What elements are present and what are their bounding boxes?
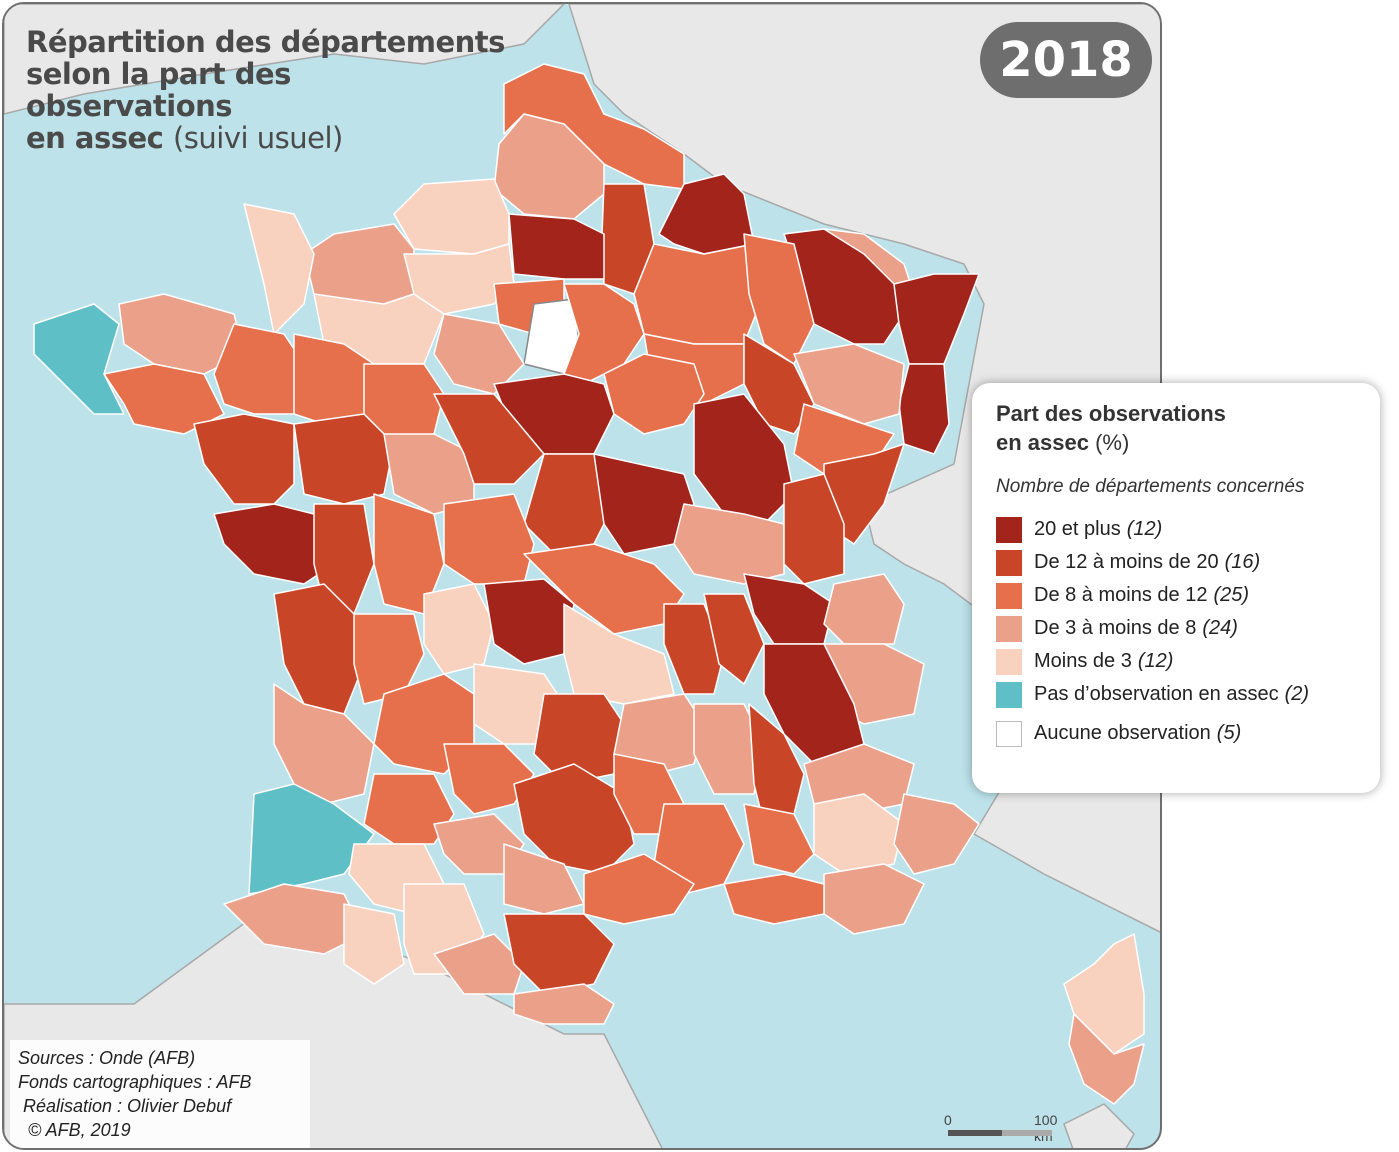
map-frame: Répartition des départements selon la pa…	[2, 2, 1162, 1150]
legend-count: (16)	[1224, 551, 1261, 573]
dept-manche	[243, 203, 315, 335]
legend-label: 20 et plus	[1034, 518, 1121, 540]
dept-loire-atlantique	[193, 413, 295, 505]
dept-haute-marne	[743, 333, 815, 435]
dept-rhone	[703, 593, 765, 685]
dept-creuse	[483, 578, 575, 665]
title-line-1: Répartition des départements	[26, 25, 505, 59]
dept-bouches-rhone	[723, 873, 825, 925]
legend-swatch	[996, 549, 1022, 576]
legend-panel: Part des observations en assec (%) Nombr…	[972, 383, 1380, 793]
scale-bar-light	[1002, 1130, 1052, 1136]
legend-count: (12)	[1137, 650, 1174, 672]
legend-count: (5)	[1216, 722, 1242, 744]
legend-count: (2)	[1284, 683, 1310, 705]
legend-item: De 12 à moins de 20 (16)	[996, 546, 1356, 579]
legend-rows: 20 et plus (12) De 12 à moins de 20 (16) De …	[996, 513, 1356, 750]
dept-lot	[443, 743, 535, 815]
legend-item: Moins de 3 (12)	[996, 645, 1356, 678]
dept-bas-rhin	[893, 273, 980, 365]
dept-ille-vilaine	[213, 323, 305, 415]
dept-aude	[503, 913, 615, 995]
legend-swatch	[996, 648, 1022, 675]
dept-loir-cher	[433, 393, 545, 485]
credits-base-maps: Fonds cartographiques : AFB	[18, 1072, 252, 1092]
dept-aveyron	[513, 763, 635, 875]
title-line-4-light: (suivi usuel)	[172, 121, 343, 155]
dept-oise	[508, 213, 605, 280]
dept-alpes-haute-provence	[813, 793, 905, 875]
credits-copyright: © AFB, 2019	[18, 1120, 131, 1140]
legend-label: Pas d’observation en assec	[1034, 683, 1279, 705]
legend-label: De 8 à moins de 12	[1034, 584, 1208, 606]
legend-label: Aucune observation	[1034, 722, 1211, 744]
dept-marne	[633, 243, 765, 345]
legend-subtitle: Nombre de départements concernés	[996, 476, 1305, 497]
legend-item: De 3 à moins de 8 (24)	[996, 612, 1356, 645]
france-map	[4, 4, 1160, 1148]
dept-haut-rhin	[898, 363, 950, 455]
legend-count: (12)	[1126, 518, 1163, 540]
legend-swatch	[996, 681, 1022, 708]
legend-item: Aucune observation (5)	[996, 717, 1356, 750]
title-line-3: observations	[26, 89, 233, 123]
legend-count: (24)	[1202, 617, 1238, 639]
legend-item: De 8 à moins de 12 (25)	[996, 579, 1356, 612]
dept-jura	[783, 473, 845, 585]
neighbor-land-uk	[4, 4, 566, 115]
dept-maine-loire	[293, 413, 395, 505]
credits-block: Sources : Onde (AFB) Fonds cartographiqu…	[10, 1040, 310, 1148]
legend-swatch	[996, 582, 1022, 609]
title-line-4: en assec (suivi usuel)	[26, 122, 505, 154]
scale-start-label: 0	[944, 1112, 952, 1128]
dept-gironde	[273, 683, 375, 805]
title-line-4-bold: en assec	[26, 121, 164, 155]
legend-title: Part des observations en assec (%)	[996, 399, 1356, 457]
dept-corse-sud	[1068, 1013, 1145, 1105]
dept-cote-or	[693, 393, 795, 525]
credits-sources: Sources : Onde (AFB)	[18, 1048, 196, 1068]
dept-finistere	[33, 303, 125, 415]
legend-title-line-1: Part des observations	[996, 401, 1226, 426]
dept-somme	[393, 178, 510, 255]
dept-haute-vienne	[423, 583, 495, 675]
dept-alpes-maritimes	[893, 793, 980, 875]
legend-label: De 3 à moins de 8	[1034, 617, 1197, 639]
dept-lot-garonne	[363, 773, 455, 845]
dept-loire	[663, 603, 725, 695]
legend-swatch	[996, 615, 1022, 642]
dept-tarn	[503, 843, 585, 915]
dept-haute-savoie	[823, 573, 905, 645]
legend-swatch	[996, 516, 1022, 543]
scale-end-label: 100 km	[1034, 1112, 1058, 1144]
dept-vaucluse	[743, 803, 815, 875]
map-title: Répartition des départements selon la pa…	[26, 26, 505, 154]
dept-yonne	[603, 353, 705, 435]
scale-bar: 0 100 km	[944, 1112, 1058, 1144]
legend-item: 20 et plus (12)	[996, 513, 1356, 546]
legend-label: Moins de 3	[1034, 650, 1132, 672]
dept-ardeche	[693, 703, 765, 795]
dept-hautes-pyrenees	[343, 903, 405, 985]
dept-puy-de-dome	[563, 603, 675, 705]
legend-swatch	[996, 720, 1022, 747]
legend-title-unit: (%)	[1095, 430, 1130, 455]
legend-item: Pas d’observation en assec (2)	[996, 678, 1356, 711]
dept-indre	[443, 493, 535, 585]
dept-var	[823, 863, 925, 935]
dept-pyrenees-orientales	[513, 983, 615, 1025]
title-line-2: selon la part des	[26, 57, 291, 91]
legend-title-line-2: en assec	[996, 430, 1089, 455]
scale-bar-dark	[948, 1130, 1002, 1136]
legend-count: (25)	[1213, 584, 1250, 606]
dept-ariege	[433, 933, 525, 995]
credits-author: Réalisation : Olivier Debuf	[18, 1096, 232, 1116]
legend-label: De 12 à moins de 20	[1034, 551, 1219, 573]
dept-charente-maritime	[273, 583, 365, 715]
year-badge: 2018	[980, 22, 1152, 98]
neighbor-land-sardinia	[1063, 1103, 1135, 1148]
